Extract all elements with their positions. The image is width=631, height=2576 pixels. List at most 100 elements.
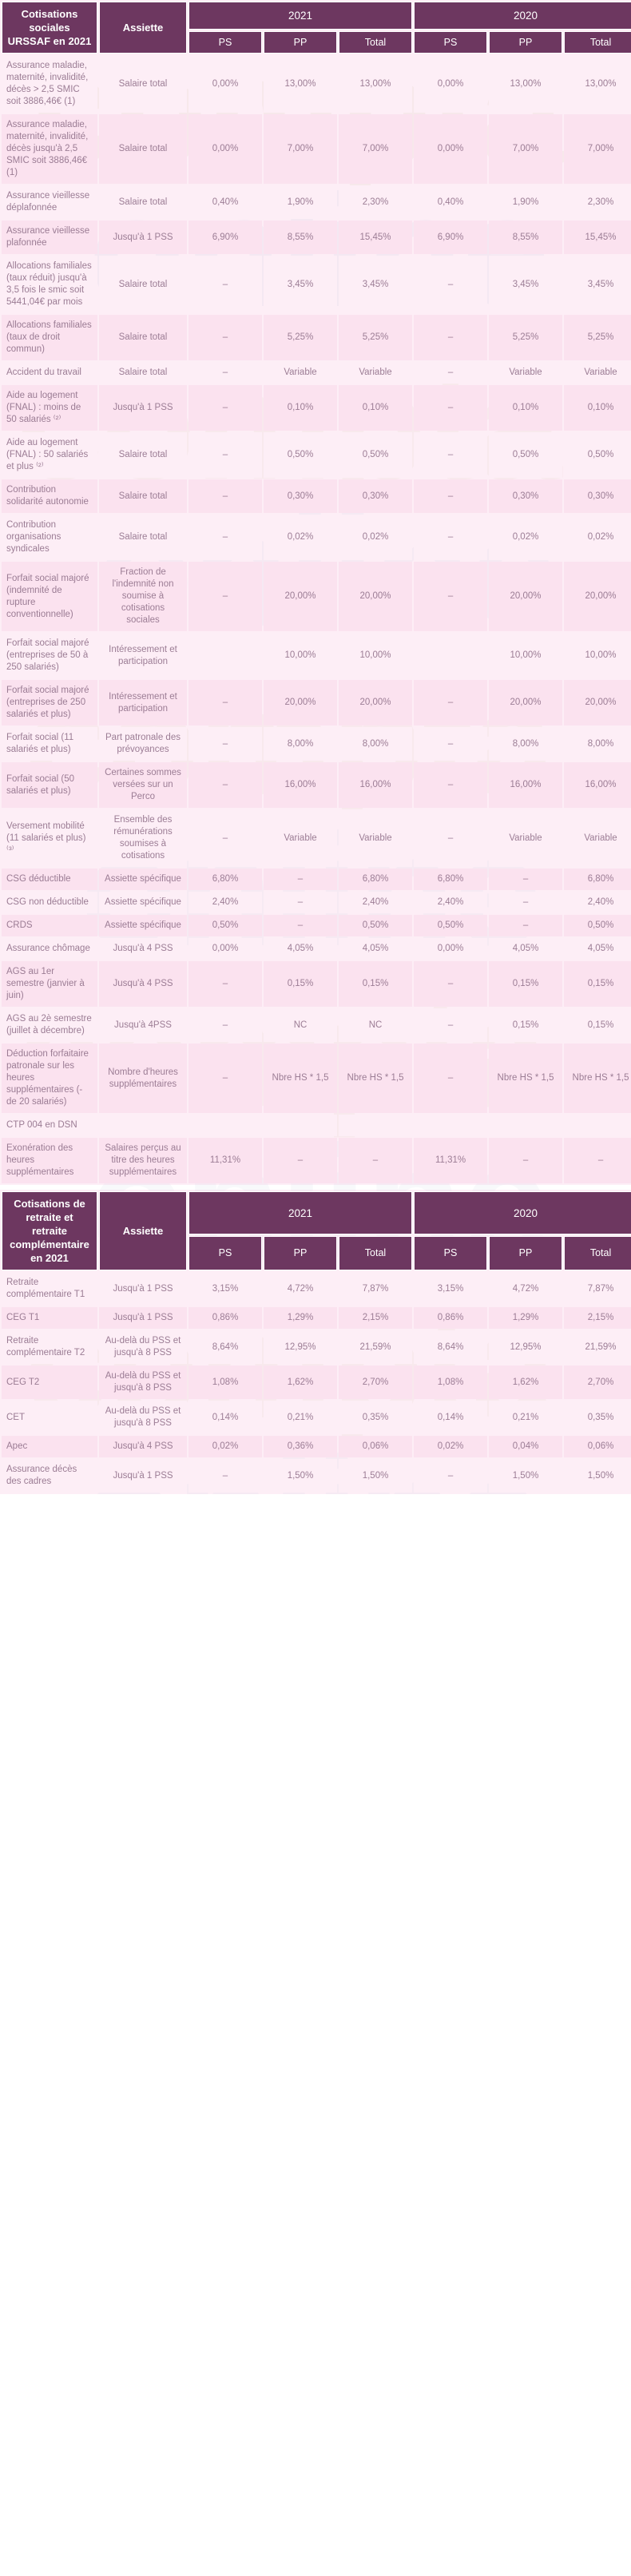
cell-2020-ps: – bbox=[414, 1044, 488, 1113]
row-label: CRDS bbox=[2, 915, 97, 936]
cell-2021-pp: 20,00% bbox=[264, 562, 337, 631]
row-label: Assurance vieillesse déplafonnée bbox=[2, 185, 97, 219]
cell-2020-total: 20,00% bbox=[564, 562, 631, 631]
cell-2020-ps: 0,00% bbox=[414, 114, 488, 184]
cell-2021-total bbox=[339, 1115, 413, 1136]
row-label: Aide au logement (FNAL) : 50 salariés et… bbox=[2, 432, 97, 478]
table2-title: Cotisations de retraite et retraite comp… bbox=[2, 1191, 97, 1270]
table-row: CSG déductible Assiette spécifique 6,80% –6… bbox=[2, 869, 631, 890]
cell-2021-pp: 0,36% bbox=[264, 1436, 337, 1457]
cell-2020-pp: 8,00% bbox=[489, 727, 563, 761]
cell-2020-ps: 6,90% bbox=[414, 221, 488, 254]
cell-2021-pp: 3,45% bbox=[264, 256, 337, 313]
cell-2020-pp: 20,00% bbox=[489, 680, 563, 725]
cell-2021-total: NC bbox=[339, 1008, 413, 1042]
cell-2021-ps: – bbox=[189, 515, 262, 560]
row-assiette: Salaire total bbox=[99, 315, 187, 360]
table1-year-2021: 2021 bbox=[189, 2, 413, 30]
cell-2020-total: 7,00% bbox=[564, 114, 631, 184]
cell-2020-pp: – bbox=[489, 892, 563, 913]
cell-2021-total: Variable bbox=[339, 362, 413, 384]
cell-2020-total: 10,00% bbox=[564, 633, 631, 678]
cell-2020-total bbox=[564, 1115, 631, 1136]
cell-2021-ps: – bbox=[189, 256, 262, 313]
table-row: Allocations familiales (taux réduit) jus… bbox=[2, 256, 631, 313]
row-assiette: Jusqu'à 4 PSS bbox=[99, 961, 187, 1007]
row-assiette: Salaire total bbox=[99, 185, 187, 219]
cell-2021-ps bbox=[189, 633, 262, 678]
row-assiette: Assiette spécifique bbox=[99, 892, 187, 913]
cell-2021-pp: 1,62% bbox=[264, 1366, 337, 1399]
cell-2021-pp: Nbre HS * 1,5 bbox=[264, 1044, 337, 1113]
cell-2020-ps: – bbox=[414, 961, 488, 1007]
row-label: CET bbox=[2, 1401, 97, 1434]
cell-2021-total: 1,50% bbox=[339, 1459, 413, 1493]
cell-2021-ps: – bbox=[189, 479, 262, 513]
cell-2021-pp: 5,25% bbox=[264, 315, 337, 360]
cell-2021-total: 0,06% bbox=[339, 1436, 413, 1457]
row-label: Déduction forfaitaire patronale sur les … bbox=[2, 1044, 97, 1113]
row-label: Forfait social (50 salariés et plus) bbox=[2, 762, 97, 808]
cell-2020-pp bbox=[489, 1115, 563, 1136]
cell-2021-total: 0,50% bbox=[339, 915, 413, 936]
cell-2020-total: 0,06% bbox=[564, 1436, 631, 1457]
cell-2021-total: 5,25% bbox=[339, 315, 413, 360]
table2-header-row-2: PS PP Total PS PP Total bbox=[2, 1236, 631, 1270]
table-row: Retraite complémentaire T2 Au-delà du PSS… bbox=[2, 1330, 631, 1364]
row-label: CSG déductible bbox=[2, 869, 97, 890]
row-label: AGS au 2è semestre (juillet à décembre) bbox=[2, 1008, 97, 1042]
row-assiette: Assiette spécifique bbox=[99, 915, 187, 936]
cell-2021-ps: 0,50% bbox=[189, 915, 262, 936]
cell-2021-total: 7,00% bbox=[339, 114, 413, 184]
row-label: Forfait social (11 salariés et plus) bbox=[2, 727, 97, 761]
cell-2021-ps: – bbox=[189, 315, 262, 360]
cell-2020-pp: 0,15% bbox=[489, 1008, 563, 1042]
cell-2020-total: 0,02% bbox=[564, 515, 631, 560]
cell-2021-ps: – bbox=[189, 727, 262, 761]
cell-2020-pp: 1,62% bbox=[489, 1366, 563, 1399]
cell-2020-pp: 1,29% bbox=[489, 1307, 563, 1329]
cell-2021-pp: – bbox=[264, 915, 337, 936]
cell-2020-ps: 0,40% bbox=[414, 185, 488, 219]
row-assiette: Au-delà du PSS et jusqu'à 8 PSS bbox=[99, 1366, 187, 1399]
cell-2021-pp: – bbox=[264, 892, 337, 913]
row-label: AGS au 1er semestre (janvier à juin) bbox=[2, 961, 97, 1007]
row-assiette: Jusqu'à 4 PSS bbox=[99, 1436, 187, 1457]
row-label: Contribution organisations syndicales bbox=[2, 515, 97, 560]
cell-2020-ps: – bbox=[414, 515, 488, 560]
row-assiette: Salaire total bbox=[99, 114, 187, 184]
row-assiette: Part patronale des prévoyances bbox=[99, 727, 187, 761]
cell-2020-total: 16,00% bbox=[564, 762, 631, 808]
cell-2021-ps: 0,86% bbox=[189, 1307, 262, 1329]
cell-2020-pp: 13,00% bbox=[489, 55, 563, 113]
cell-2021-total: 16,00% bbox=[339, 762, 413, 808]
cell-2021-total: 6,80% bbox=[339, 869, 413, 890]
cell-2021-pp: 4,72% bbox=[264, 1272, 337, 1306]
cell-2021-ps: – bbox=[189, 1008, 262, 1042]
cell-2020-pp: – bbox=[489, 1138, 563, 1183]
cell-2021-pp: Variable bbox=[264, 362, 337, 384]
cell-2021-pp: 13,00% bbox=[264, 55, 337, 113]
cell-2021-total: 2,40% bbox=[339, 892, 413, 913]
row-assiette: Nombre d'heures supplémentaires bbox=[99, 1044, 187, 1113]
row-label: Retraite complémentaire T1 bbox=[2, 1272, 97, 1306]
cell-2020-total: 8,00% bbox=[564, 727, 631, 761]
cell-2021-ps: – bbox=[189, 961, 262, 1007]
table1-col-2020-ps: PS bbox=[414, 31, 488, 54]
cell-2020-total: 13,00% bbox=[564, 55, 631, 113]
cell-2020-pp: 0,04% bbox=[489, 1436, 563, 1457]
table-row: Aide au logement (FNAL) : moins de 50 sa… bbox=[2, 385, 631, 431]
cell-2020-total: 4,05% bbox=[564, 938, 631, 960]
row-label: Retraite complémentaire T2 bbox=[2, 1330, 97, 1364]
table2-body: Retraite complémentaire T1 Jusqu'à 1 PSS 3… bbox=[2, 1272, 631, 1493]
cell-2021-ps bbox=[189, 1115, 262, 1136]
row-assiette: Jusqu'à 1 PSS bbox=[99, 1307, 187, 1329]
table-row: Forfait social majoré (indemnité de rupt… bbox=[2, 562, 631, 631]
table-row: CET Au-delà du PSS et jusqu'à 8 PSS 0,14% 0… bbox=[2, 1401, 631, 1434]
cell-2020-ps: 0,00% bbox=[414, 938, 488, 960]
cell-2021-ps: – bbox=[189, 809, 262, 867]
row-assiette: Jusqu'à 4 PSS bbox=[99, 938, 187, 960]
cell-2020-total: 21,59% bbox=[564, 1330, 631, 1364]
table1-assiette-header: Assiette bbox=[99, 2, 187, 54]
table-row: CRDS Assiette spécifique 0,50% –0,50% 0,50% –… bbox=[2, 915, 631, 936]
